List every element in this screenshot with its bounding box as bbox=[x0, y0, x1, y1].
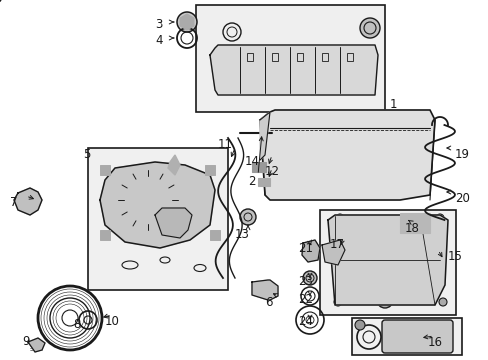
Text: 21: 21 bbox=[297, 242, 312, 255]
Text: 16: 16 bbox=[427, 336, 442, 349]
Circle shape bbox=[435, 214, 443, 222]
Bar bbox=[204, 165, 215, 175]
Circle shape bbox=[333, 298, 341, 306]
Bar bbox=[246, 53, 252, 61]
Bar bbox=[296, 53, 303, 61]
Circle shape bbox=[221, 46, 228, 54]
Circle shape bbox=[354, 320, 364, 330]
Bar bbox=[319, 210, 455, 315]
Polygon shape bbox=[209, 45, 377, 95]
Text: 2: 2 bbox=[247, 175, 255, 188]
Bar bbox=[351, 318, 461, 355]
Text: 20: 20 bbox=[454, 192, 469, 205]
Circle shape bbox=[438, 298, 446, 306]
Bar bbox=[258, 178, 269, 186]
Text: 4: 4 bbox=[155, 34, 162, 47]
Text: 1: 1 bbox=[389, 98, 397, 111]
Bar bbox=[100, 230, 110, 240]
Circle shape bbox=[221, 86, 228, 94]
Text: 14: 14 bbox=[244, 155, 260, 168]
Bar bbox=[321, 53, 327, 61]
Bar bbox=[209, 230, 220, 240]
Circle shape bbox=[177, 12, 197, 32]
Circle shape bbox=[359, 18, 379, 38]
Text: 13: 13 bbox=[235, 228, 249, 241]
Text: 18: 18 bbox=[404, 222, 419, 235]
Text: 7: 7 bbox=[10, 196, 18, 209]
Polygon shape bbox=[260, 112, 269, 160]
Text: 23: 23 bbox=[297, 275, 312, 288]
Text: 9: 9 bbox=[22, 335, 29, 348]
Text: 22: 22 bbox=[297, 293, 312, 306]
Circle shape bbox=[303, 271, 316, 285]
Bar bbox=[346, 53, 352, 61]
Polygon shape bbox=[251, 280, 278, 300]
Bar bbox=[88, 148, 227, 290]
Text: 3: 3 bbox=[155, 18, 162, 31]
Text: 15: 15 bbox=[447, 250, 462, 263]
Bar bbox=[196, 5, 384, 112]
Circle shape bbox=[376, 292, 392, 308]
Polygon shape bbox=[327, 215, 447, 305]
Circle shape bbox=[355, 46, 363, 54]
Circle shape bbox=[355, 86, 363, 94]
Text: 5: 5 bbox=[83, 148, 90, 161]
Polygon shape bbox=[28, 338, 45, 352]
Bar bbox=[399, 213, 429, 233]
Text: 12: 12 bbox=[264, 165, 280, 178]
Polygon shape bbox=[14, 188, 42, 215]
Text: 6: 6 bbox=[264, 296, 272, 309]
Bar bbox=[251, 162, 265, 172]
Text: 11: 11 bbox=[218, 138, 232, 151]
Circle shape bbox=[240, 209, 256, 225]
Polygon shape bbox=[302, 240, 319, 262]
Text: 8: 8 bbox=[73, 318, 80, 331]
Text: 24: 24 bbox=[297, 315, 312, 328]
Bar bbox=[100, 165, 110, 175]
Circle shape bbox=[335, 214, 343, 222]
FancyBboxPatch shape bbox=[381, 320, 452, 353]
Polygon shape bbox=[260, 110, 434, 200]
Text: 17: 17 bbox=[329, 238, 345, 251]
Polygon shape bbox=[100, 162, 215, 248]
Bar bbox=[271, 53, 278, 61]
Text: 19: 19 bbox=[454, 148, 469, 161]
Text: 10: 10 bbox=[105, 315, 120, 328]
Polygon shape bbox=[321, 240, 345, 265]
Polygon shape bbox=[168, 155, 180, 175]
Polygon shape bbox=[155, 208, 192, 238]
